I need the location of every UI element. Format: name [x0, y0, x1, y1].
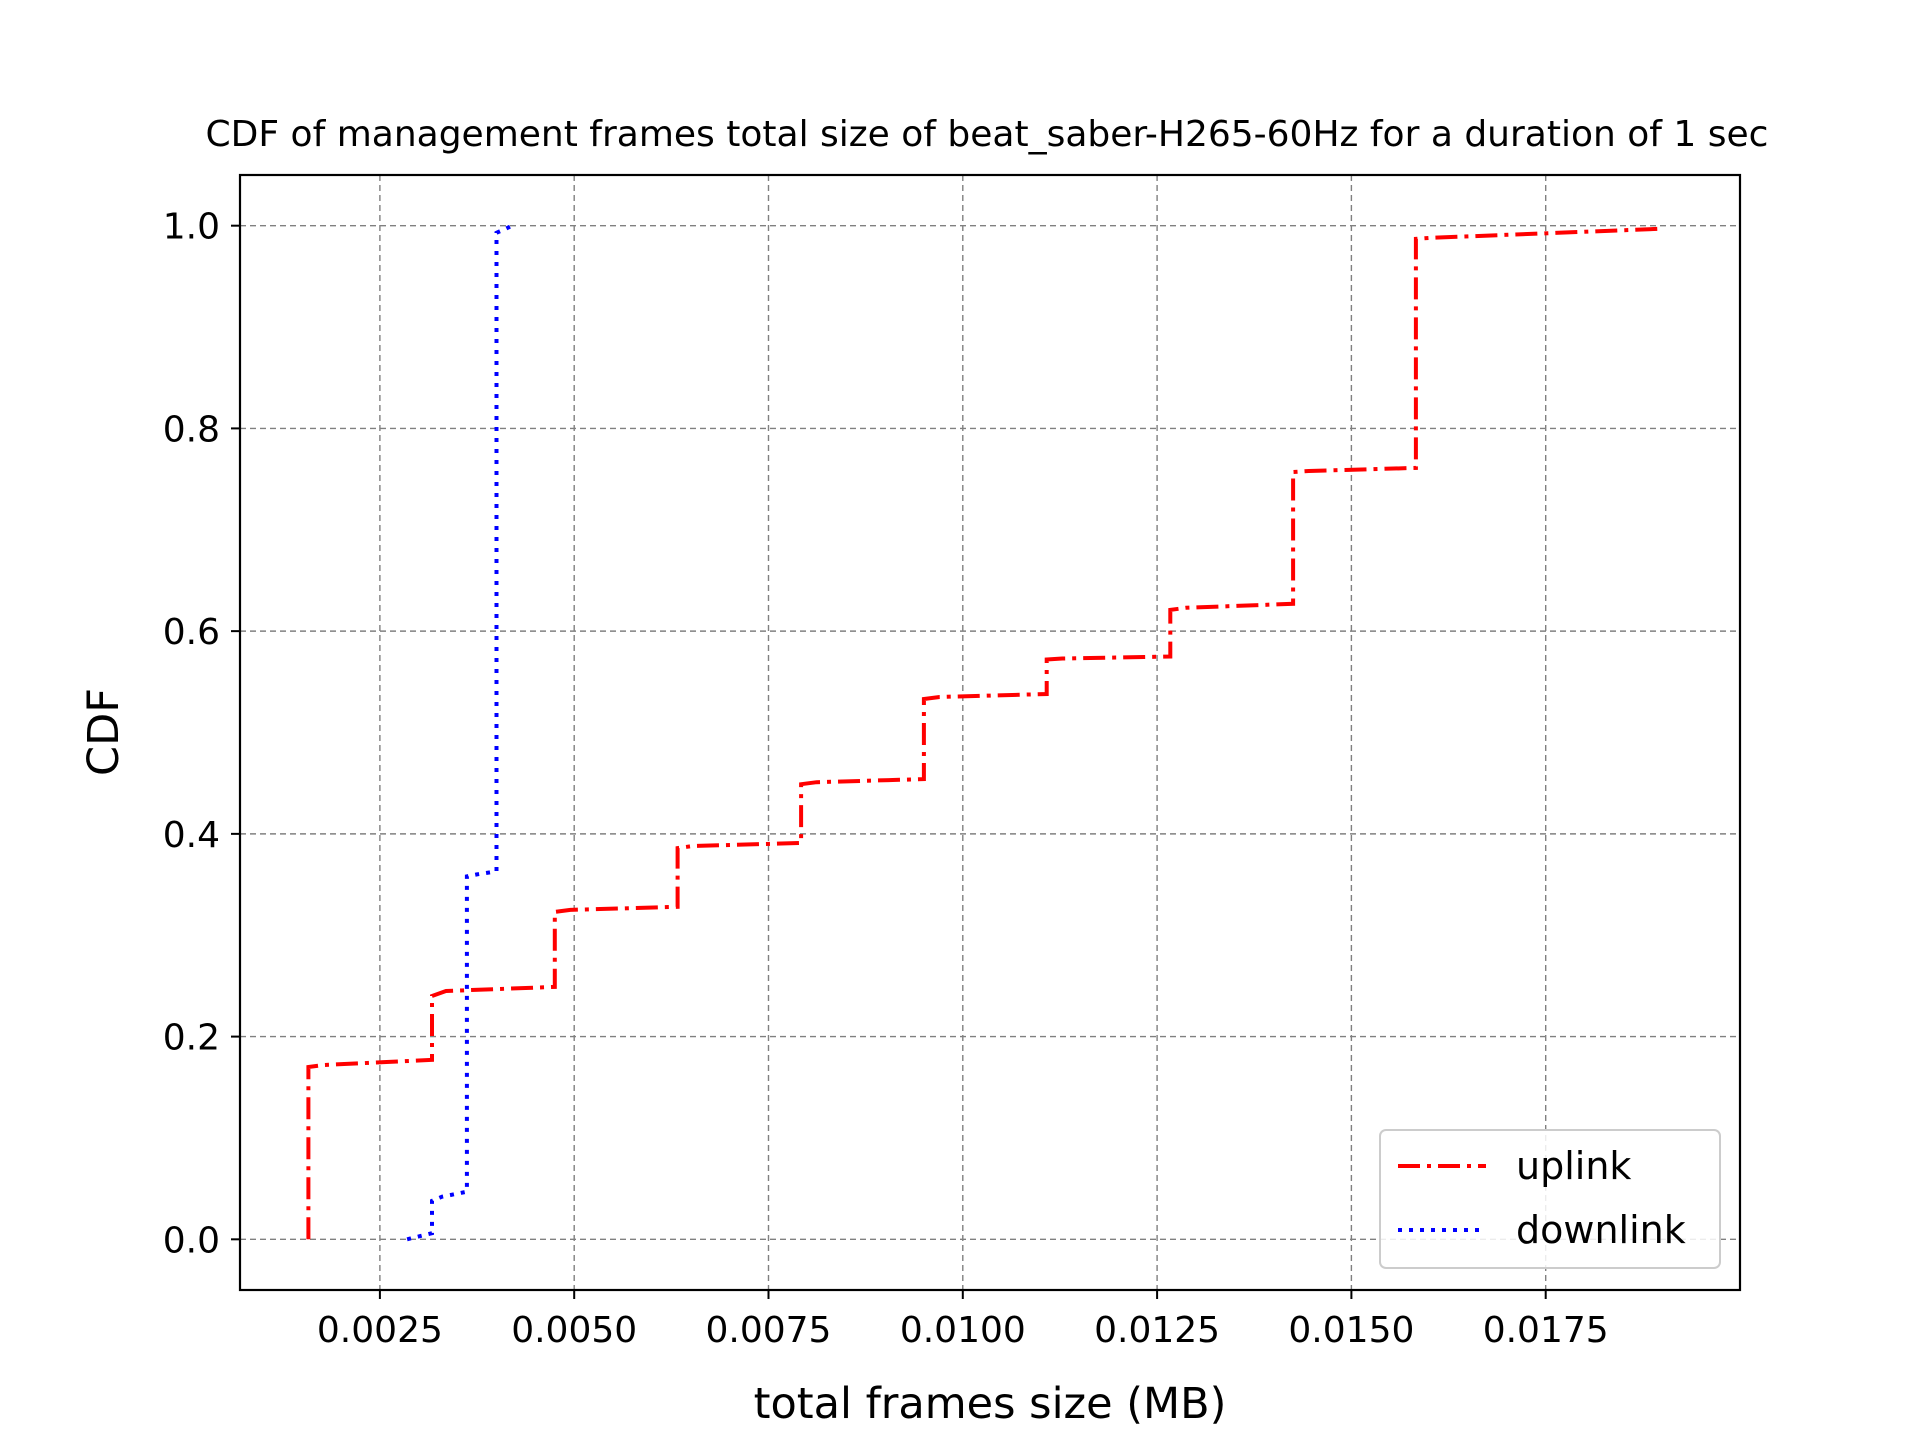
legend-label-downlink: downlink	[1516, 1208, 1686, 1252]
x-tick-label: 0.0100	[900, 1310, 1026, 1351]
series-lines	[306, 223, 1663, 1242]
x-tick-label: 0.0150	[1288, 1310, 1414, 1351]
x-tick-label: 0.0175	[1483, 1310, 1609, 1351]
x-tick-label: 0.0075	[706, 1310, 832, 1351]
legend-label-uplink: uplink	[1516, 1144, 1631, 1188]
y-tick-label: 0.4	[163, 815, 220, 856]
x-tick-label: 0.0125	[1094, 1310, 1220, 1351]
y-tick-label: 1.0	[163, 207, 220, 248]
y-tick-label: 0.0	[163, 1220, 220, 1261]
y-axis-label: CDF	[79, 688, 129, 776]
x-tick-label: 0.0025	[317, 1310, 443, 1351]
x-tick-label: 0.0050	[511, 1310, 637, 1351]
y-tick-label: 0.8	[163, 409, 220, 450]
y-tick-label: 0.6	[163, 612, 220, 653]
legend: uplink downlink	[1379, 1129, 1721, 1269]
chart-title: CDF of management frames total size of b…	[206, 114, 1769, 155]
legend-box	[1379, 1129, 1721, 1269]
grid	[240, 175, 1740, 1290]
series-line-uplink	[306, 226, 1663, 1240]
axis-ticks: 0.0025 0.0050 0.0075 0.0100 0.0125 0.0150 0.01…	[163, 207, 1609, 1351]
series-line-downlink	[406, 223, 513, 1242]
x-axis-label: total frames size (MB)	[754, 1379, 1227, 1429]
plot-frame	[238, 173, 1742, 1292]
plot-area	[240, 175, 1740, 1290]
y-tick-label: 0.2	[163, 1018, 220, 1059]
